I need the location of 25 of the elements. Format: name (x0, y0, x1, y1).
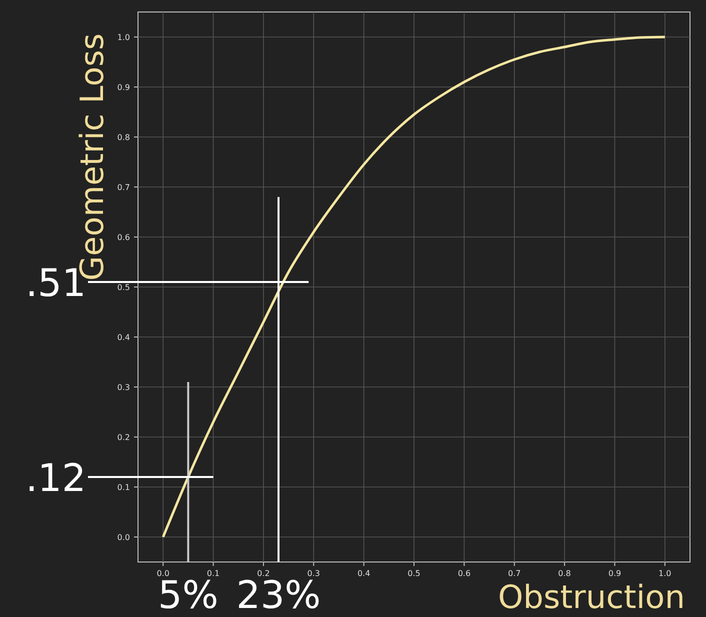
x-axis-title: Obstruction (498, 578, 685, 616)
x-tick-label: 0.6 (458, 569, 471, 578)
y-tick-label: 0.2 (117, 433, 130, 442)
y-tick-label: 0.5 (117, 283, 130, 292)
x-tick-label: 0.2 (257, 569, 270, 578)
x-tick-label: 0.0 (156, 569, 170, 578)
x-tick-label: 0.3 (307, 569, 320, 578)
x-tick-label: 0.9 (608, 569, 622, 578)
x-tick-label: 0.1 (206, 569, 220, 578)
y-tick-label: 0.1 (117, 483, 130, 492)
x-tick-label: 0.4 (357, 569, 370, 578)
y-tick-label: 0.6 (117, 233, 130, 242)
y-tick-label: 0.3 (117, 383, 130, 392)
x-tick-label: 0.7 (508, 569, 521, 578)
y-tick-label: 0.7 (117, 183, 130, 192)
x-tick-label: 0.5 (408, 569, 420, 578)
y-tick-label: 1.0 (117, 33, 130, 42)
x-tick-label: 0.8 (558, 569, 571, 578)
ref-line-label: .12 (26, 456, 86, 500)
y-tick-label: 0.8 (117, 133, 130, 142)
y-tick-label: 0.4 (117, 333, 130, 342)
y-tick-label: 0.9 (117, 83, 130, 92)
x-tick-label: 1.0 (658, 569, 672, 578)
line-series (162, 36, 666, 538)
y-tick-label: 0.0 (117, 533, 130, 542)
